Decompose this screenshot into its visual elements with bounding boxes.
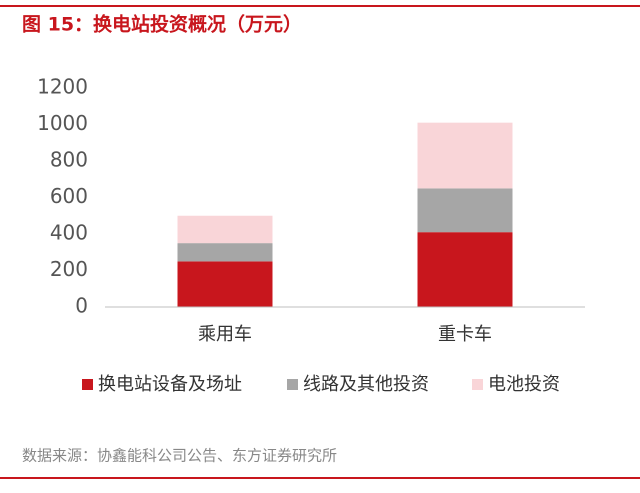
- y-tick-label: 400: [50, 221, 88, 245]
- source: 数据来源：协鑫能科公司公告、东方证券研究所: [22, 447, 337, 465]
- y-tick-label: 200: [50, 257, 88, 281]
- y-tick-label: 1200: [37, 75, 88, 99]
- legend-swatch: [82, 379, 93, 390]
- bar-segment: [417, 122, 513, 189]
- y-tick-label: 600: [50, 184, 88, 208]
- y-tick-label: 800: [50, 148, 88, 172]
- legend-label: 线路及其他投资: [303, 374, 429, 395]
- legend-swatch: [472, 379, 483, 390]
- y-tick-label: 0: [75, 294, 88, 318]
- bar-segment: [417, 232, 513, 307]
- x-tick-label: 乘用车: [198, 324, 252, 345]
- bar-segment: [177, 215, 273, 244]
- bar-segment: [417, 188, 513, 233]
- chart-title: 图 15：换电站投资概况（万元）: [22, 13, 302, 36]
- legend-label: 换电站设备及场址: [98, 374, 242, 395]
- x-tick-label: 重卡车: [438, 324, 492, 345]
- y-tick-label: 1000: [37, 111, 88, 135]
- legend-swatch: [287, 379, 298, 390]
- legend-label: 电池投资: [488, 374, 560, 395]
- bar-segment: [177, 243, 273, 262]
- bar-segment: [177, 261, 273, 307]
